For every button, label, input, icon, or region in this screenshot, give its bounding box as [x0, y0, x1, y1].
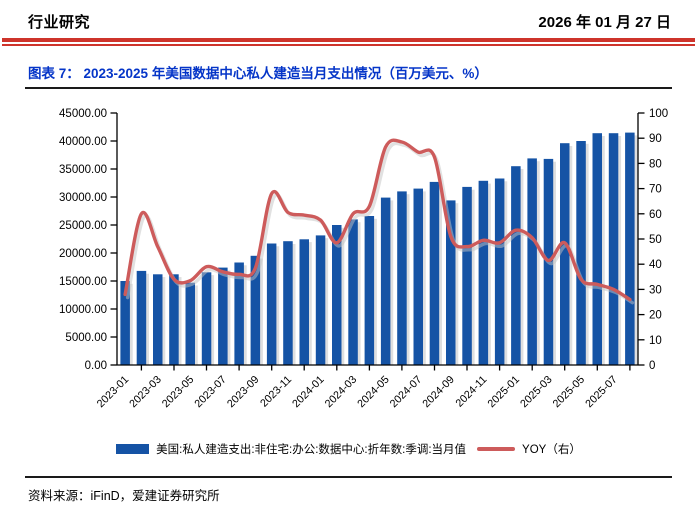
- bar-2024-01: [315, 235, 326, 365]
- svg-text:45000.00: 45000.00: [59, 108, 107, 120]
- line-series-swatch: [477, 447, 516, 451]
- bar-2023-02: [136, 270, 147, 365]
- svg-text:70: 70: [649, 184, 662, 196]
- svg-text:2024-03: 2024-03: [323, 374, 360, 411]
- right-axis-ticks: 0 10 20 30 40 50 60 70 80 90 100: [638, 108, 668, 372]
- svg-text:35000.00: 35000.00: [59, 164, 107, 176]
- svg-text:2024-05: 2024-05: [355, 374, 392, 411]
- svg-text:2023-01: 2023-01: [95, 374, 132, 411]
- bar-series-label: 美国:私人建造支出:非住宅:办公:数据中心:折年数:季调:当月值: [156, 444, 467, 456]
- line-series-label: YOY（右）: [522, 444, 581, 456]
- yoy-line: [123, 138, 632, 302]
- source-note: 资料来源：iFinD，爱建证券研究所: [28, 489, 220, 503]
- bar-2023-12: [299, 239, 309, 365]
- bar-2025-07: [608, 133, 619, 365]
- svg-text:15000.00: 15000.00: [59, 276, 107, 288]
- svg-text:2025-05: 2025-05: [551, 374, 588, 411]
- header-rule-thick: [2, 38, 695, 42]
- svg-text:2023-05: 2023-05: [160, 374, 197, 411]
- svg-text:90: 90: [649, 133, 662, 145]
- bar-2024-09: [446, 200, 456, 365]
- bar-2024-12: [494, 178, 505, 365]
- svg-text:5000.00: 5000.00: [65, 332, 107, 344]
- bar-2023-03: [153, 274, 163, 365]
- combo-chart: 0.00 5000.00 10000.00 15000.00 20000.00 25000…: [0, 100, 697, 435]
- bar-2025-01: [511, 166, 521, 365]
- svg-text:2024-01: 2024-01: [290, 374, 327, 411]
- bar-2025-05: [576, 141, 586, 365]
- bar-2024-03: [348, 219, 358, 365]
- svg-text:20000.00: 20000.00: [59, 248, 107, 260]
- svg-text:10: 10: [649, 335, 662, 347]
- figure-title-underline: [25, 87, 672, 89]
- svg-text:2025-01: 2025-01: [486, 374, 523, 411]
- chart-legend: 美国:私人建造支出:非住宅:办公:数据中心:折年数:季调:当月值 YOY（右）: [0, 441, 697, 457]
- bar-2024-04: [364, 216, 375, 365]
- svg-text:30: 30: [649, 284, 662, 296]
- svg-text:10000.00: 10000.00: [59, 304, 107, 316]
- bar-2023-10: [266, 243, 277, 365]
- svg-text:60: 60: [649, 209, 662, 221]
- bar-2025-06: [592, 133, 602, 365]
- svg-text:2024-11: 2024-11: [453, 374, 489, 410]
- svg-text:0.00: 0.00: [85, 360, 107, 372]
- bar-2024-10: [462, 186, 472, 365]
- bar-2024-05: [380, 197, 391, 365]
- figure-bottom-rule: [25, 476, 672, 478]
- svg-text:0: 0: [649, 360, 655, 372]
- x-axis-ticks: [140, 365, 631, 371]
- svg-text:2023-11: 2023-11: [258, 374, 294, 410]
- svg-text:25000.00: 25000.00: [59, 220, 107, 232]
- bar-2025-04: [560, 143, 570, 365]
- svg-text:2024-07: 2024-07: [388, 374, 425, 411]
- bar-2023-04: [169, 274, 179, 365]
- bar-2023-01: [120, 281, 130, 365]
- svg-text:40: 40: [649, 259, 662, 271]
- svg-text:2023-09: 2023-09: [225, 374, 262, 411]
- bar-2025-08: [625, 132, 635, 365]
- bar-2024-06: [397, 191, 407, 365]
- bar-series-swatch: [116, 444, 150, 454]
- chart-canvas: 0.00 5000.00 10000.00 15000.00 20000.00 25000…: [59, 108, 668, 411]
- svg-text:2023-03: 2023-03: [127, 374, 164, 411]
- svg-text:30000.00: 30000.00: [59, 192, 107, 204]
- header-rule-thin: [2, 44, 695, 46]
- svg-text:20: 20: [649, 310, 662, 322]
- svg-text:40000.00: 40000.00: [59, 136, 107, 148]
- svg-text:2025-07: 2025-07: [583, 374, 620, 411]
- bar-2024-07: [413, 188, 423, 365]
- svg-text:2023-07: 2023-07: [192, 374, 229, 411]
- figure-title: 图表 7： 2023-2025 年美国数据中心私人建造当月支出情况（百万美元、%…: [28, 66, 488, 81]
- bar-2023-11: [283, 241, 293, 365]
- bar-2023-06: [201, 272, 212, 365]
- report-date: 2026 年 01 月 27 日: [538, 14, 671, 31]
- bar-2023-09: [250, 255, 261, 365]
- bar-2023-07: [218, 267, 228, 365]
- bar-2024-08: [429, 181, 440, 365]
- bar-2023-08: [234, 262, 244, 365]
- x-axis-labels: 2023-012023-032023-052023-072023-092023-…: [95, 374, 620, 411]
- svg-text:50: 50: [649, 234, 662, 246]
- svg-text:2025-03: 2025-03: [518, 374, 555, 411]
- svg-text:2024-09: 2024-09: [420, 374, 457, 411]
- bar-2024-11: [478, 180, 489, 365]
- bar-2025-02: [527, 158, 537, 365]
- svg-text:100: 100: [649, 108, 668, 120]
- bar-series: [120, 132, 635, 365]
- report-category-label: 行业研究: [28, 14, 91, 31]
- bar-2023-05: [185, 282, 195, 365]
- svg-text:80: 80: [649, 158, 662, 170]
- left-axis-ticks: 0.00 5000.00 10000.00 15000.00 20000.00 25000…: [59, 108, 117, 372]
- bar-2024-02: [332, 225, 342, 365]
